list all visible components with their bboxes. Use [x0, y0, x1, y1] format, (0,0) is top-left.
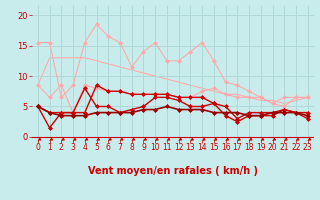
X-axis label: Vent moyen/en rafales ( km/h ): Vent moyen/en rafales ( km/h ) — [88, 166, 258, 176]
